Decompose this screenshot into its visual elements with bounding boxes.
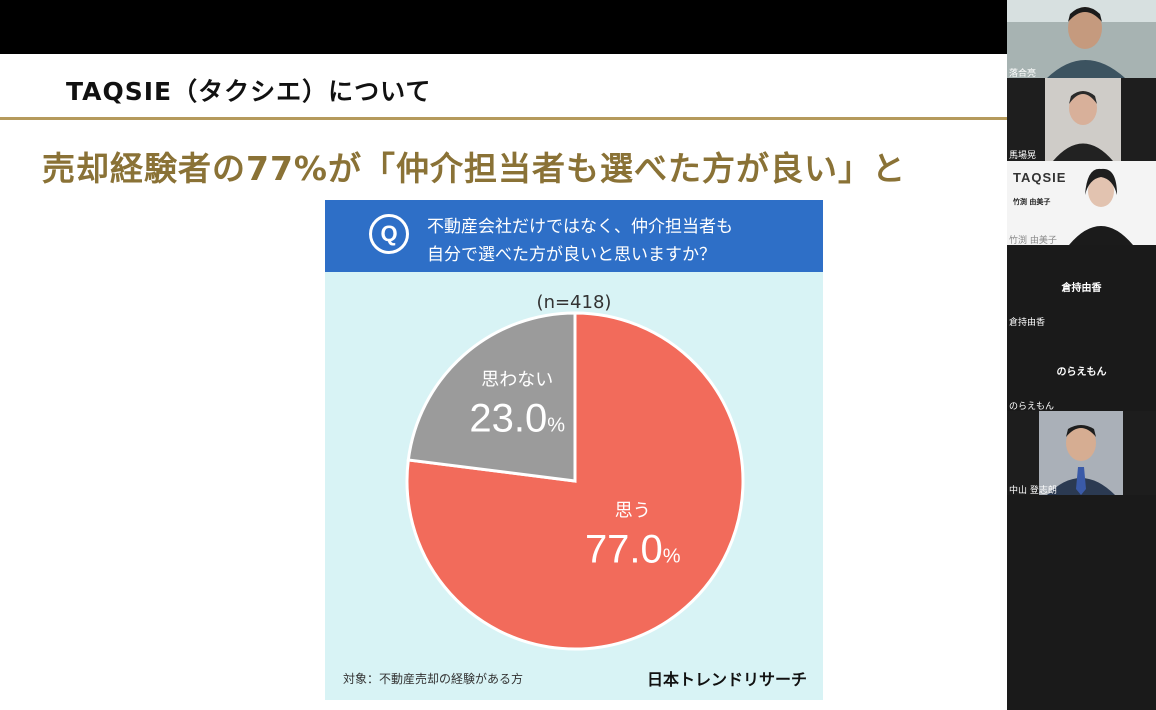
participant-panel: 落合亮 馬場晃 TAQSIE 竹渕 由美子 竹渕 由美子 倉持由香 倉持由香 の…: [1007, 0, 1156, 710]
participant-video: [1007, 411, 1156, 495]
slide-header: TAQSIE（タクシエ）について: [0, 54, 1007, 120]
person-head: [1066, 425, 1096, 461]
person-shoulders: [1053, 143, 1113, 161]
participant-name: 落合亮: [1009, 69, 1037, 78]
slide-headline: 売却経験者の77%が「仲介担当者も選べた方が良い」と: [42, 149, 906, 188]
question-line-1: 不動産会社だけではなく、仲介担当者も: [427, 217, 733, 237]
person-head: [1069, 91, 1097, 125]
person-hair: [1068, 7, 1102, 22]
participant-tile[interactable]: 倉持由香 倉持由香: [1007, 245, 1156, 329]
participant-video: [1007, 78, 1156, 161]
presentation-slide: TAQSIE（タクシエ）について 売却経験者の77%が「仲介担当者も選べた方が良…: [0, 54, 1007, 710]
pie-slice-1: [406, 311, 577, 483]
person-hair: [1069, 91, 1097, 104]
name-caption: 竹渕 由美子: [1013, 198, 1051, 206]
participant-video: [1007, 0, 1156, 78]
question-icon: Q: [369, 214, 409, 254]
taqsie-logo: TAQSIE: [1013, 170, 1067, 185]
pie-slice-value-0: 77.0%: [585, 528, 681, 572]
pie-slice-label-0: 思う: [615, 501, 651, 522]
question-banner: Q 不動産会社だけではなく、仲介担当者も 自分で選べた方が良いと思いますか？: [325, 200, 823, 272]
survey-card: Q 不動産会社だけではなく、仲介担当者も 自分で選べた方が良いと思いますか？ (…: [325, 200, 823, 700]
person-hair: [1085, 168, 1117, 195]
person-hair: [1066, 425, 1096, 437]
question-icon-letter: Q: [380, 221, 398, 246]
participant-tile[interactable]: TAQSIE 竹渕 由美子 竹渕 由美子: [1007, 161, 1156, 245]
participant-video: [1007, 161, 1156, 245]
survey-footnote: 対象：不動産売却の経験がある方: [343, 672, 524, 686]
participant-name: 竹渕 由美子: [1009, 236, 1057, 245]
video-background: [1007, 161, 1156, 245]
pie-chart: 思う 77.0% 思わない 23.0%: [405, 311, 745, 651]
participant-tile[interactable]: 馬場晃: [1007, 78, 1156, 161]
person-head: [1088, 175, 1114, 207]
participant-name: 倉持由香: [1009, 318, 1046, 328]
participant-center-name: 倉持由香: [1061, 283, 1102, 294]
survey-brand: 日本トレンドリサーチ: [646, 670, 807, 689]
participant-center-name: のらえもん: [1056, 367, 1107, 378]
participant-tile[interactable]: のらえもん のらえもん: [1007, 329, 1156, 411]
person-head: [1068, 7, 1102, 49]
question-line-2: 自分で選べた方が良いと思いますか？: [427, 245, 716, 265]
sample-size: (n=418): [536, 292, 612, 313]
person-tie: [1076, 467, 1086, 495]
pie-slice-label-1: 思わない: [481, 369, 553, 390]
person-shoulders: [1069, 226, 1133, 245]
pie-slice-0: [405, 311, 745, 651]
person-shoulders: [1047, 60, 1125, 78]
participant-tile[interactable]: 中山 登志朗: [1007, 411, 1156, 495]
participant-name: のらえもん: [1009, 402, 1055, 411]
participant-name: 中山 登志朗: [1009, 486, 1057, 495]
participant-name: 馬場晃: [1009, 151, 1037, 161]
pie-slice-value-1: 23.0%: [469, 396, 565, 440]
slide-title: TAQSIE（タクシエ）について: [66, 77, 432, 106]
participant-tile[interactable]: 落合亮: [1007, 0, 1156, 78]
